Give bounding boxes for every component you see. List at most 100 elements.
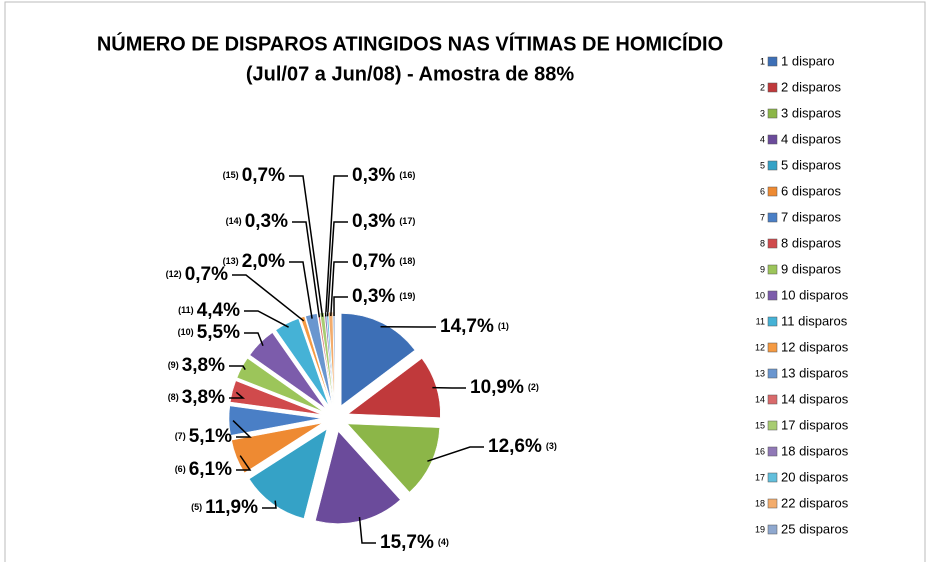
legend-swatch bbox=[768, 187, 777, 196]
slice-number: (7) bbox=[175, 431, 186, 441]
legend-number: 4 bbox=[760, 134, 765, 144]
legend-number: 12 bbox=[755, 342, 765, 352]
data-label: 0,3%(17) bbox=[352, 211, 415, 232]
slice-number: (13) bbox=[223, 256, 239, 266]
slice-number: (4) bbox=[438, 537, 449, 547]
data-label: 0,3% (16) bbox=[352, 165, 415, 186]
slice-number: (5) bbox=[191, 502, 202, 512]
legend-swatch bbox=[768, 213, 777, 222]
legend-label: 7 disparos bbox=[781, 209, 841, 224]
data-label: (6)6,1% bbox=[175, 459, 232, 480]
legend-number: 2 bbox=[760, 82, 765, 92]
legend-swatch bbox=[768, 317, 777, 326]
chart-title: NÚMERO DE DISPAROS ATINGIDOS NAS VÍTIMAS… bbox=[97, 31, 723, 55]
data-label: 0,7%(18) bbox=[352, 251, 415, 272]
slice-number: (10) bbox=[178, 327, 194, 337]
legend-label: 25 disparos bbox=[781, 521, 849, 536]
value-label: 0,3% bbox=[352, 165, 395, 186]
slice-number: (12) bbox=[166, 269, 182, 279]
slice-number: (6) bbox=[175, 464, 186, 474]
slice-number: (8) bbox=[168, 392, 179, 402]
legend-label: 8 disparos bbox=[781, 235, 841, 250]
data-label: (11)4,4% bbox=[178, 300, 240, 321]
value-label: 3,8% bbox=[182, 387, 225, 408]
legend-swatch bbox=[768, 135, 777, 144]
legend-swatch bbox=[768, 57, 777, 66]
legend-number: 11 bbox=[756, 316, 765, 326]
legend-swatch bbox=[768, 421, 777, 430]
chart-subtitle: (Jul/07 a Jun/08) - Amostra de 88% bbox=[246, 63, 574, 85]
data-label: 14,7% (1) bbox=[440, 316, 509, 337]
legend-number: 17 bbox=[755, 472, 765, 482]
data-label: 0,3%(19) bbox=[352, 286, 415, 307]
slice-number: (3) bbox=[546, 441, 557, 451]
legend-number: 3 bbox=[760, 108, 765, 118]
data-label: 15,7% (4) bbox=[380, 532, 449, 553]
slice-number: (16) bbox=[399, 170, 415, 180]
data-label: 12,6% (3) bbox=[488, 436, 557, 457]
data-label: (12)0,7% bbox=[166, 264, 228, 285]
slice-number: (14) bbox=[226, 216, 242, 226]
legend-label: 14 disparos bbox=[781, 391, 849, 406]
data-label: (15)0,7% bbox=[223, 165, 285, 186]
value-label: 0,3% bbox=[352, 211, 395, 232]
slice-number: (18) bbox=[399, 256, 415, 266]
value-label: 0,7% bbox=[185, 264, 228, 285]
slice-number: (15) bbox=[223, 170, 239, 180]
legend-number: 9 bbox=[760, 264, 765, 274]
slice-number: (1) bbox=[498, 321, 509, 331]
value-label: 11,9% bbox=[205, 497, 258, 518]
slice-number: (9) bbox=[168, 360, 179, 370]
legend-number: 13 bbox=[755, 368, 765, 378]
value-label: 6,1% bbox=[189, 459, 232, 480]
value-label: 5,1% bbox=[189, 426, 232, 447]
legend-swatch bbox=[768, 499, 777, 508]
value-label: 10,9% bbox=[470, 377, 524, 398]
legend-swatch bbox=[768, 395, 777, 404]
legend-label: 11 disparos bbox=[781, 313, 848, 328]
data-label: (8)3,8% bbox=[168, 387, 225, 408]
legend-swatch bbox=[768, 265, 777, 274]
legend-swatch bbox=[768, 109, 777, 118]
legend-label: 6 disparos bbox=[781, 183, 841, 198]
legend-swatch bbox=[768, 161, 777, 170]
leader-line bbox=[289, 262, 312, 319]
legend-label: 3 disparos bbox=[781, 105, 841, 120]
legend-swatch bbox=[768, 369, 777, 378]
legend-label: 4 disparos bbox=[781, 131, 841, 146]
legend-label: 2 disparos bbox=[781, 79, 841, 94]
data-label: 10,9% (2) bbox=[470, 377, 539, 398]
legend-label: 10 disparos bbox=[781, 287, 849, 302]
legend-swatch bbox=[768, 239, 777, 248]
legend-swatch bbox=[768, 83, 777, 92]
data-label: (5)11,9% bbox=[191, 497, 258, 518]
legend-label: 12 disparos bbox=[781, 339, 849, 354]
legend-number: 15 bbox=[755, 420, 765, 430]
value-label: 0,7% bbox=[242, 165, 285, 186]
legend-number: 7 bbox=[760, 212, 765, 222]
value-label: 14,7% bbox=[440, 316, 494, 337]
slice-number: (11) bbox=[178, 305, 194, 315]
legend-number: 18 bbox=[755, 498, 765, 508]
data-label: (7)5,1% bbox=[175, 426, 232, 447]
leader-line bbox=[334, 297, 348, 316]
legend-number: 1 bbox=[760, 56, 765, 66]
legend-label: 18 disparos bbox=[781, 443, 849, 458]
legend-label: 5 disparos bbox=[781, 157, 841, 172]
legend-swatch bbox=[768, 525, 777, 534]
value-label: 12,6% bbox=[488, 436, 542, 457]
slice-number: (2) bbox=[528, 382, 539, 392]
legend-label: 20 disparos bbox=[781, 469, 849, 484]
value-label: 3,8% bbox=[182, 355, 225, 376]
legend-label: 1 disparo bbox=[781, 53, 834, 68]
legend-label: 9 disparos bbox=[781, 261, 841, 276]
data-label: (9)3,8% bbox=[168, 355, 225, 376]
legend-number: 5 bbox=[760, 160, 765, 170]
legend-number: 6 bbox=[760, 186, 765, 196]
legend-number: 8 bbox=[760, 238, 765, 248]
data-label: (13)2,0% bbox=[223, 251, 285, 272]
legend-number: 16 bbox=[755, 446, 765, 456]
legend-number: 14 bbox=[755, 394, 765, 404]
value-label: 15,7% bbox=[380, 532, 434, 553]
